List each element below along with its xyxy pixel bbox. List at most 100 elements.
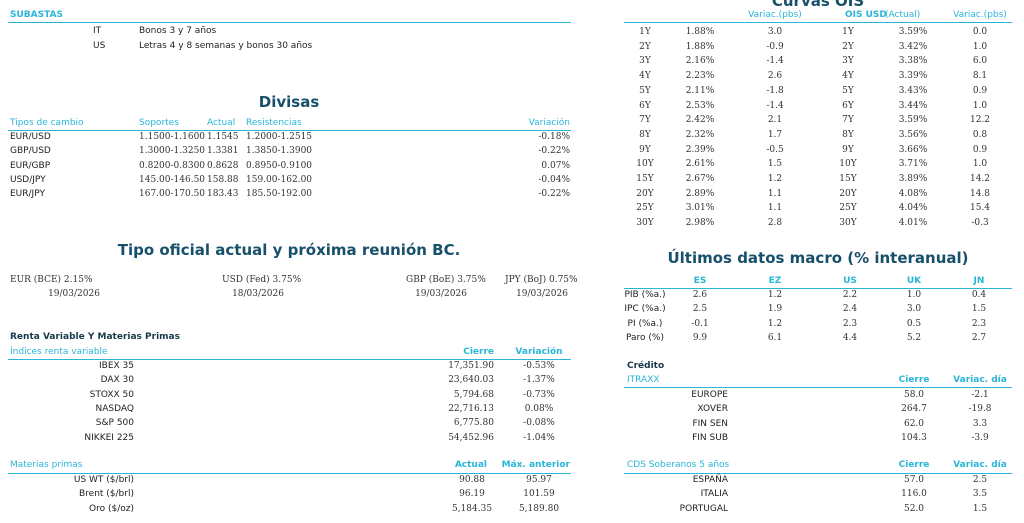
credit-close: 62.0 <box>903 418 925 429</box>
next-meeting-date: 19/03/2026 <box>516 289 568 299</box>
ois-value: 1.0 <box>972 100 988 111</box>
column-header: Tipos de cambio <box>10 118 84 128</box>
column-header: OIS USD <box>845 10 887 20</box>
tenor: 25Y <box>636 203 654 214</box>
commodity-price: 90.88 <box>459 475 485 485</box>
tenor: 9Y <box>639 144 651 155</box>
index-close: 23,640.03 <box>448 375 494 386</box>
ois-value: 3.66% <box>898 144 928 155</box>
country-header: ES <box>693 276 707 286</box>
index-change: -1.04% <box>523 432 555 443</box>
macro-value: 1.2 <box>767 318 783 329</box>
subastas-divider <box>8 22 571 23</box>
commodity-name: US WT ($/brl) <box>73 475 134 485</box>
ois-value: -1.4 <box>766 56 784 67</box>
central-bank-rate: EUR (BCE) 2.15% <box>10 275 93 285</box>
credit-change: -19.8 <box>968 404 992 415</box>
tenor: 6Y <box>842 100 854 111</box>
fx-value: 183.43 <box>207 189 239 200</box>
ois-value: 3.0 <box>767 27 783 37</box>
auction-country: IT <box>93 26 102 36</box>
column-header: Actual <box>454 460 487 470</box>
fx-value: -0.04% <box>538 174 570 185</box>
tenor: 1Y <box>639 27 651 37</box>
ois-value: 1.0 <box>972 41 988 52</box>
macro-value: 2.2 <box>842 290 858 300</box>
macro-value: 2.3 <box>842 318 858 329</box>
column-header: Variación <box>528 118 570 128</box>
ois-value: 0.9 <box>972 144 988 155</box>
credit-index: EUROPE <box>691 390 728 400</box>
divisas-divider <box>8 130 571 131</box>
currency-pair: USD/JPY <box>10 174 46 185</box>
ois-value: 2.23% <box>685 71 715 82</box>
tenor: 10Y <box>839 159 857 170</box>
currency-pair: EUR/GBP <box>10 160 51 171</box>
fx-value: 145.00-146.50 <box>139 174 206 185</box>
divisas-title: Divisas <box>258 93 320 111</box>
fx-value: 1.3850-1.3900 <box>246 146 313 157</box>
ois-value: 3.59% <box>898 115 928 126</box>
tenor: 2Y <box>639 41 651 52</box>
macro-value: 1.5 <box>971 304 987 315</box>
tenor: 3Y <box>842 56 854 67</box>
macro-value: 9.9 <box>692 332 708 343</box>
ois-value: 1.1 <box>767 188 783 199</box>
ois-value: 2.67% <box>685 174 715 184</box>
ois-value: 2.42% <box>685 115 715 126</box>
cds-change: 2.5 <box>972 475 988 485</box>
index-name: NASDAQ <box>95 403 134 414</box>
tenor: 4Y <box>639 71 651 82</box>
tenor: 5Y <box>842 85 854 96</box>
cds-change: 3.5 <box>972 489 988 500</box>
ois-value: 2.16% <box>685 56 715 67</box>
ois-value: 1.1 <box>767 203 783 214</box>
fx-value: 1.1545 <box>207 132 239 142</box>
currency-pair: GBP/USD <box>10 146 51 157</box>
fx-value: 185.50-192.00 <box>246 189 313 200</box>
fx-value: 1.1500-1.1600 <box>139 132 206 142</box>
fx-value: -0.22% <box>538 189 570 200</box>
tenor: 15Y <box>636 174 654 184</box>
central-bank-rate: USD (Fed) 3.75% <box>222 275 302 285</box>
materias-divider <box>8 473 571 474</box>
currency-pair: EUR/JPY <box>10 189 45 200</box>
index-change: -1.37% <box>523 375 555 386</box>
fx-value: 1.3000-1.3250 <box>139 146 206 157</box>
credito-divider <box>624 387 1012 388</box>
column-header: Máx. anterior <box>501 460 570 470</box>
commodity-name: Oro ($/oz) <box>89 503 134 514</box>
ois-value: -1.8 <box>766 85 784 96</box>
tenor: 15Y <box>839 174 857 184</box>
tenor: 20Y <box>839 188 857 199</box>
credit-close: 58.0 <box>903 390 925 400</box>
auction-description: Letras 4 y 8 semanas y bonos 30 años <box>139 41 313 51</box>
credit-index: XOVER <box>697 404 728 415</box>
credit-change: -2.1 <box>971 390 989 400</box>
ois-value: 1.88% <box>685 27 715 37</box>
fx-value: -0.22% <box>538 146 570 157</box>
cds-close: 116.0 <box>901 489 927 500</box>
macro-value: 5.2 <box>906 332 922 343</box>
credit-change: -3.9 <box>971 432 989 443</box>
credito-title: Crédito <box>627 361 665 371</box>
ois-value: 12.2 <box>969 115 991 126</box>
column-header: Soportes <box>139 118 179 128</box>
ois-divider <box>624 22 1012 23</box>
index-change: 0.08% <box>524 403 554 414</box>
auction-country: US <box>93 41 106 51</box>
credit-index: FIN SEN <box>692 418 728 429</box>
ois-value: 2.89% <box>685 188 715 199</box>
column-header: ITRAXX <box>627 375 660 385</box>
commodity-previous-max: 5,189.80 <box>518 503 560 514</box>
ois-value: 2.98% <box>685 218 715 229</box>
ois-value: -0.9 <box>766 41 784 52</box>
tenor: 8Y <box>842 129 854 140</box>
ois-value: 1.88% <box>685 41 715 52</box>
macro-value: 2.3 <box>971 318 987 329</box>
cds-divider <box>624 473 1012 474</box>
ois-value: 0.8 <box>972 129 988 140</box>
tenor: 4Y <box>842 71 854 82</box>
tenor: 10Y <box>636 159 654 170</box>
ois-value: 1.5 <box>767 159 783 170</box>
